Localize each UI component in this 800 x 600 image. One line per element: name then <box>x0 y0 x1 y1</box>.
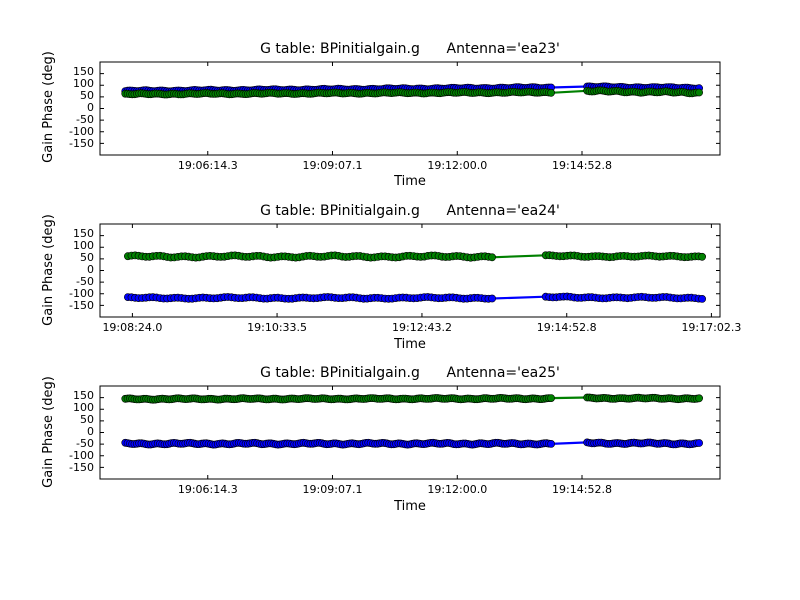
y-tick-label: -50 <box>76 437 94 450</box>
series-container <box>121 82 703 99</box>
x-tick-label: 19:14:52.8 <box>537 321 597 334</box>
series-container <box>121 393 703 449</box>
y-tick-label: 0 <box>87 263 94 276</box>
y-tick-group: 150 100 50 0 -50 -100 -150 <box>69 389 94 474</box>
y-tick-label: 100 <box>73 401 94 414</box>
x-tick-group: 19:06:14.3 19:09:07.1 19:12:00.0 19:14:5… <box>178 483 612 496</box>
data-point <box>695 439 703 447</box>
panel-title: G table: BPinitialgain.g Antenna='ea23' <box>260 41 560 57</box>
plot-area <box>99 61 721 156</box>
y-tick-label: -50 <box>76 275 94 288</box>
data-point <box>547 88 555 97</box>
y-tick-label: -100 <box>69 125 94 138</box>
y-tick-label: -150 <box>69 137 94 150</box>
y-tick-label: 100 <box>73 239 94 252</box>
y-tick-label: 50 <box>80 251 94 264</box>
y-tick-label: -150 <box>69 299 94 312</box>
y-tick-group: 150 100 50 0 -50 -100 -150 <box>69 65 94 150</box>
y-tick-label: 50 <box>80 413 94 426</box>
x-tick-label: 19:14:52.8 <box>552 483 612 496</box>
x-tick-label: 19:09:07.1 <box>303 483 363 496</box>
x-tick-label: 19:06:14.3 <box>178 483 238 496</box>
data-point <box>488 253 496 262</box>
x-tick-label: 19:08:24.0 <box>102 321 162 334</box>
data-point <box>698 294 706 303</box>
y-tick-label: 50 <box>80 89 94 102</box>
y-tick-label: -50 <box>76 113 94 126</box>
y-tick-label: 100 <box>73 77 94 90</box>
x-tick-group: 19:08:24.0 19:10:33.5 19:12:43.2 19:14:5… <box>102 321 741 334</box>
y-axis-label: Gain Phase (deg) <box>41 376 56 488</box>
panel-ea25: G table: BPinitialgain.g Antenna='ea25' … <box>41 365 721 514</box>
y-tick-group: 150 100 50 0 -50 -100 -150 <box>69 227 94 312</box>
panel-title: G table: BPinitialgain.g Antenna='ea25' <box>260 365 560 381</box>
x-tick-label: 19:12:43.2 <box>392 321 452 334</box>
x-tick-label: 19:14:52.8 <box>552 159 612 172</box>
y-tick-label: -150 <box>69 461 94 474</box>
x-axis-label: Time <box>393 499 426 514</box>
data-point <box>547 439 555 448</box>
panel-ea23: G table: BPinitialgain.g Antenna='ea23' … <box>41 41 721 189</box>
data-point <box>488 294 496 303</box>
data-point <box>695 88 703 97</box>
panel-title: G table: BPinitialgain.g Antenna='ea24' <box>260 203 560 219</box>
y-tick-label: -100 <box>69 449 94 462</box>
x-tick-label: 19:12:00.0 <box>427 483 487 496</box>
y-tick-label: 150 <box>73 65 94 78</box>
data-point <box>698 252 706 261</box>
series-container <box>124 251 706 303</box>
x-tick-label: 19:06:14.3 <box>178 159 238 172</box>
plot-area <box>99 223 721 318</box>
y-axis-label: Gain Phase (deg) <box>41 51 56 163</box>
plot-area <box>99 385 721 480</box>
y-tick-label: 150 <box>73 389 94 402</box>
data-point <box>695 394 703 403</box>
x-tick-label: 19:10:33.5 <box>247 321 307 334</box>
y-tick-label: -100 <box>69 287 94 300</box>
x-tick-label: 19:09:07.1 <box>303 159 363 172</box>
x-tick-label: 19:17:02.3 <box>681 321 741 334</box>
y-tick-label: 0 <box>87 101 94 114</box>
y-tick-label: 0 <box>87 425 94 438</box>
y-tick-label: 150 <box>73 227 94 240</box>
x-axis-label: Time <box>393 174 426 189</box>
y-axis-label: Gain Phase (deg) <box>41 214 56 326</box>
x-axis-label: Time <box>393 337 426 352</box>
x-tick-label: 19:12:00.0 <box>427 159 487 172</box>
panel-ea24: G table: BPinitialgain.g Antenna='ea24' … <box>41 203 741 352</box>
x-tick-group: 19:06:14.3 19:09:07.1 19:12:00.0 19:14:5… <box>178 159 612 172</box>
data-point <box>547 394 555 402</box>
